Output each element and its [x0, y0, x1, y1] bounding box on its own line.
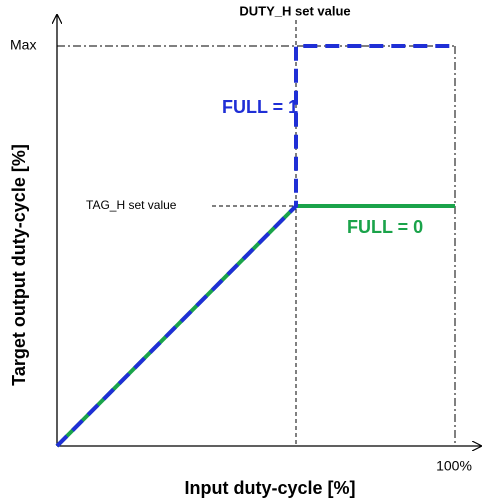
full0-label: FULL = 0 [347, 217, 423, 237]
max-label: Max [10, 37, 36, 53]
x-end-label: 100% [436, 458, 472, 474]
x-axis-label: Input duty-cycle [%] [184, 478, 355, 498]
y-axis-label: Target output duty-cycle [%] [9, 144, 29, 386]
tag-h-label: TAG_H set value [86, 198, 177, 212]
full0-curve [55, 204, 455, 448]
duty-h-label: DUTY_H set value [239, 3, 350, 18]
full1-label: FULL = 1 [222, 97, 298, 117]
full1-curve [55, 44, 455, 448]
